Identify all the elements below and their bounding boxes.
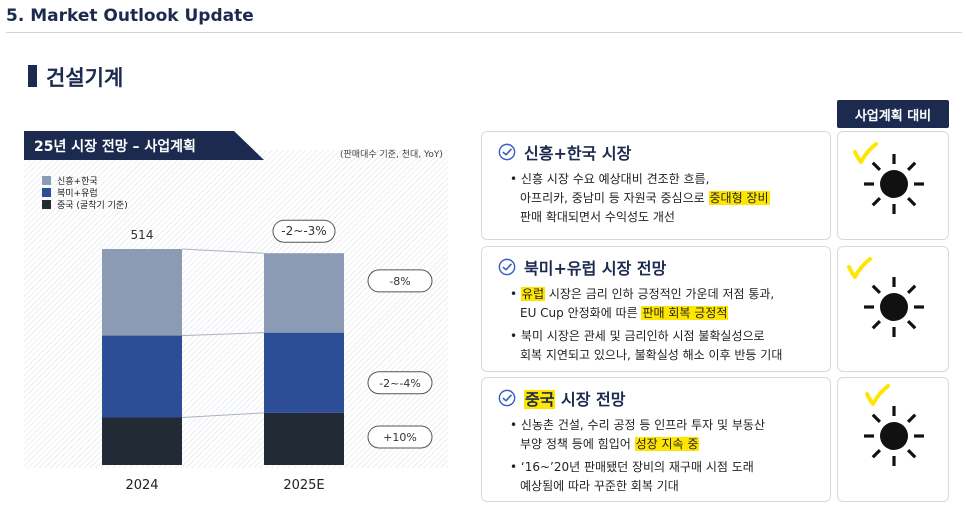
card-emerging-korea: 신흥+한국 시장 • 신흥 시장 수요 예상대비 견조한 흐름, 아프리카, 중남미… bbox=[481, 131, 831, 240]
card-body: • 신흥 시장 수요 예상대비 견조한 흐름, 아프리카, 중남미 등 자원국 중… bbox=[510, 170, 770, 227]
yoy-label: -8% bbox=[389, 275, 410, 288]
sun-icon bbox=[862, 152, 926, 216]
chart-tab bbox=[24, 131, 264, 160]
yoy-label: -2~-4% bbox=[379, 377, 421, 390]
yoy-pill bbox=[367, 371, 433, 395]
legend-label: 신흥+한국 bbox=[57, 176, 98, 187]
card-na-europe: 북미+유럽 시장 전망 • 유럽 시장은 금리 인하 긍정적인 가운데 저점 통과… bbox=[481, 246, 831, 372]
evaluation-header: 사업계획 대비 bbox=[837, 100, 949, 128]
bar-segment bbox=[264, 253, 344, 333]
check-circle-icon bbox=[498, 143, 516, 161]
legend-item-emerging-korea: 신흥+한국 bbox=[42, 174, 128, 187]
title-divider bbox=[6, 32, 962, 33]
card-title-text: 신흥+한국 시장 bbox=[524, 144, 632, 163]
yoy-pill bbox=[367, 425, 433, 449]
total-pill-2025e bbox=[272, 219, 336, 243]
evaluation-box bbox=[837, 377, 949, 502]
check-circle-icon bbox=[498, 258, 516, 276]
legend-item-china: 중국 (굴착기 기준) bbox=[42, 198, 128, 211]
legend-label: 중국 (굴착기 기준) bbox=[57, 200, 128, 211]
check-mark-icon bbox=[864, 382, 890, 408]
bar-segment bbox=[102, 417, 182, 465]
sun-icon bbox=[862, 275, 926, 339]
evaluation-box bbox=[837, 131, 949, 240]
connector-line bbox=[181, 412, 265, 419]
legend-swatch bbox=[42, 187, 51, 197]
bullet-line: • 유럽 시장은 금리 인하 긍정적인 가운데 저점 통과, bbox=[510, 287, 775, 301]
card-title: 중국 시장 전망 bbox=[498, 386, 625, 410]
card-body: • 유럽 시장은 금리 인하 긍정적인 가운데 저점 통과, EU Cup 안정화… bbox=[510, 285, 782, 365]
bar-segment bbox=[102, 249, 182, 336]
bullet-line: 부양 정책 등에 힘입어 성장 지속 중 bbox=[520, 437, 700, 451]
total-label-2024: 514 bbox=[131, 228, 154, 242]
bar-segment bbox=[102, 335, 182, 418]
yoy-pill bbox=[367, 269, 433, 293]
bullet-line: • ‘16~’20년 판매됐던 장비의 재구매 시점 도래 bbox=[510, 460, 754, 474]
section-title: 건설기계 bbox=[46, 66, 124, 90]
bullet-line: 아프리카, 중남미 등 자원국 중심으로 중대형 장비 bbox=[520, 191, 770, 205]
bullet-line: 회복 지연되고 있으나, 불확실성 해소 이후 반등 기대 bbox=[520, 348, 783, 362]
card-title: 북미+유럽 시장 전망 bbox=[498, 255, 666, 279]
bullet-line: EU Cup 안정화에 따른 판매 회복 긍정적 bbox=[520, 306, 729, 320]
legend-item-na-europe: 북미+유럽 bbox=[42, 186, 128, 199]
bullet-line: 판매 확대되면서 수익성도 개선 bbox=[520, 210, 675, 224]
section-marker bbox=[28, 65, 37, 87]
card-title-text: 중국 시장 전망 bbox=[524, 390, 626, 409]
chart-unit-note: (판매대수 기준, 천대, YoY) bbox=[340, 150, 443, 160]
chart-panel bbox=[24, 150, 448, 468]
legend-swatch bbox=[42, 175, 51, 185]
chart-tab-label: 25년 시장 전망 – 사업계획 bbox=[34, 139, 196, 155]
bullet-line: • 신농촌 건설, 수리 공정 등 인프라 투자 및 부동산 bbox=[510, 418, 765, 432]
legend-label: 북미+유럽 bbox=[57, 188, 98, 199]
legend-swatch bbox=[42, 199, 51, 209]
bar-segment bbox=[264, 332, 344, 413]
bullet-line: • 신흥 시장 수요 예상대비 견조한 흐름, bbox=[510, 172, 710, 186]
x-tick-label: 2024 bbox=[125, 478, 158, 493]
check-circle-icon bbox=[498, 389, 516, 407]
bullet-line: • 북미 시장은 관세 및 금리인하 시점 불확실성으로 bbox=[510, 329, 765, 343]
page-title: 5. Market Outlook Update bbox=[6, 6, 254, 26]
chart-legend: 신흥+한국 북미+유럽 중국 (굴착기 기준) bbox=[42, 174, 128, 211]
bar-segment bbox=[264, 412, 344, 465]
check-mark-icon bbox=[846, 255, 872, 281]
yoy-label: +10% bbox=[383, 431, 417, 444]
total-label-2025e: -2~-3% bbox=[281, 224, 326, 238]
evaluation-box bbox=[837, 246, 949, 372]
sun-icon bbox=[862, 404, 926, 468]
connector-line bbox=[181, 332, 265, 337]
card-title: 신흥+한국 시장 bbox=[498, 140, 631, 164]
connector-line bbox=[181, 248, 265, 254]
card-title-text: 북미+유럽 시장 전망 bbox=[524, 259, 667, 278]
bullet-line: 예상됨에 따라 꾸준한 회복 기대 bbox=[520, 479, 679, 493]
x-tick-label: 2025E bbox=[283, 478, 324, 493]
check-mark-icon bbox=[852, 140, 878, 166]
